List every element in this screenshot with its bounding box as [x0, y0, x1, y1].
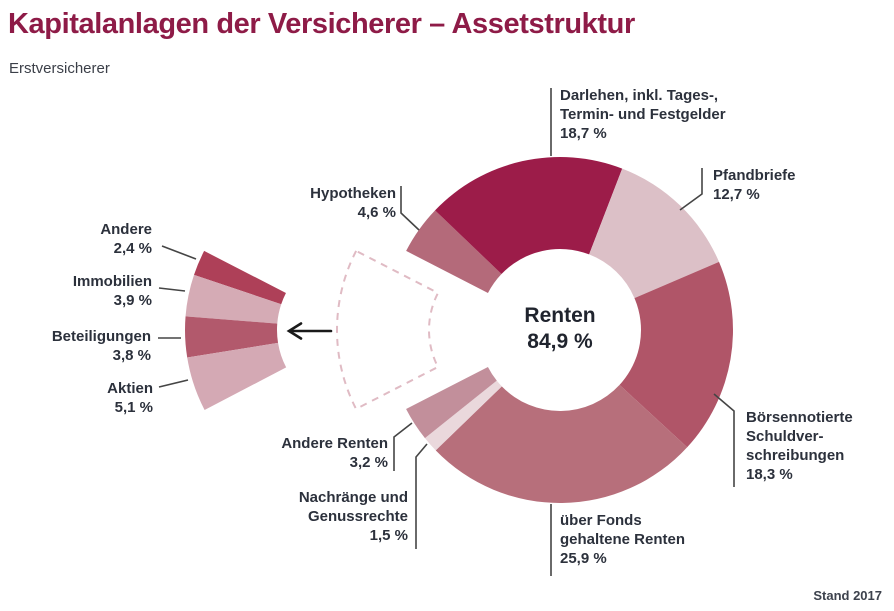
donut-segment-boersennotierte: [619, 261, 733, 448]
fan-segment-andere: [194, 250, 286, 305]
donut-center-label: Renten 84,9 %: [524, 304, 596, 353]
label-immobilien: Immobilien 3,9 %: [72, 273, 152, 309]
donut-segment-darlehen: [435, 157, 623, 274]
donut-segment-hypotheken: [406, 210, 502, 293]
callout-line-andere-renten: [393, 422, 413, 471]
label-boersennotierte: Börsennotierte Schuldver- schreibungen 1…: [746, 409, 853, 483]
label-nachraenge: Nachränge und Genussrechte 1,5 %: [298, 489, 408, 544]
label-darlehen: Darlehen, inkl. Tages-, Termin- und Fest…: [560, 87, 726, 142]
callout-line-hypotheken: [400, 186, 420, 231]
dashed-ghost-wedge: [336, 249, 439, 410]
donut-segments-group: [406, 157, 733, 504]
label-andere-renten: Andere Renten 3,2 %: [281, 435, 388, 471]
dashed-ghost-wedge-outline: [336, 249, 439, 410]
label-hypotheken: Hypotheken 4,6 %: [310, 185, 396, 221]
fan-segment-beteiligungen: [185, 316, 279, 358]
donut-segment-pfandbriefe: [589, 168, 720, 299]
callout-line-aktien: [158, 379, 189, 388]
label-beteiligungen: Beteiligungen 3,8 %: [51, 328, 151, 364]
callout-line-immobilien: [158, 287, 186, 292]
donut-segment-ueber-fonds: [435, 384, 688, 504]
label-ueber-fonds: über Fonds gehaltene Renten 25,9 %: [560, 512, 686, 567]
callout-line-boersennotierte: [713, 393, 735, 487]
page-title: Kapitalanlagen der Versicherer – Assetst…: [8, 8, 635, 40]
label-aktien: Aktien 5,1 %: [107, 380, 153, 416]
page-subtitle: Erstversicherer: [9, 60, 110, 77]
callout-line-nachraenge: [415, 443, 428, 549]
donut-segment-andere-renten: [406, 366, 497, 439]
fan-segment-immobilien: [185, 274, 282, 324]
source-note: Stand 2017: [813, 588, 882, 603]
label-pfandbriefe: Pfandbriefe 12,7 %: [713, 167, 796, 203]
explode-arrow-icon: [286, 322, 333, 340]
callout-lines-group: [158, 88, 735, 576]
label-andere: Andere 2,4 %: [100, 221, 152, 257]
fan-segment-aktien: [187, 342, 287, 410]
exploded-fan-group: [185, 250, 287, 410]
callout-line-pfandbriefe: [679, 168, 703, 211]
callout-line-andere: [161, 245, 197, 260]
donut-segment-nachraenge: [424, 380, 502, 451]
